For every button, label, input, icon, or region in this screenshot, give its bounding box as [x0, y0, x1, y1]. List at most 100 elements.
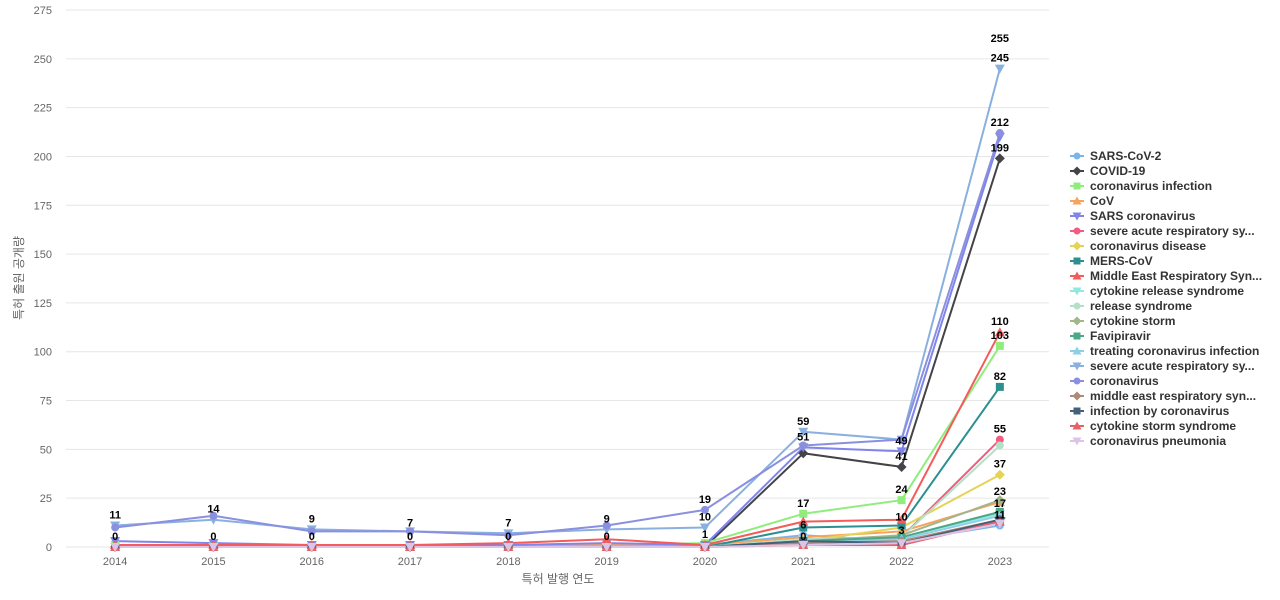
data-label: 3	[898, 525, 904, 537]
legend-item-label: cytokine storm syndrome	[1090, 419, 1236, 433]
y-tick-label: 0	[46, 542, 52, 554]
data-point	[601, 543, 612, 552]
data-point	[897, 496, 906, 505]
x-tick-label: 2022	[889, 556, 913, 568]
legend-symbol	[1072, 421, 1082, 430]
data-point	[897, 435, 906, 444]
data-label: 55	[994, 424, 1006, 436]
data-label: 0	[800, 531, 806, 543]
legend-item-label: release syndrome	[1090, 299, 1192, 313]
data-point	[504, 531, 513, 540]
legend-item-label: SARS-CoV-2	[1090, 149, 1162, 163]
data-label: 1	[702, 529, 708, 541]
data-label: 10	[895, 511, 907, 523]
legend-item-label: coronavirus pneumonia	[1090, 434, 1226, 448]
series-line	[114, 522, 1001, 548]
data-point	[799, 509, 808, 518]
x-tick-label: 2014	[103, 556, 127, 568]
legend-item-label: CoV	[1090, 194, 1114, 208]
series-line	[114, 67, 1001, 535]
y-tick-label: 150	[34, 249, 52, 261]
data-label: 0	[309, 531, 315, 543]
data-label: 9	[604, 513, 610, 525]
x-tick-label: 2017	[398, 556, 422, 568]
data-point	[995, 441, 1004, 450]
data-point	[699, 523, 710, 533]
x-axis-ticks: 2014 2015 2016 2017 2018 2019 2020 2021 2022 2023	[103, 556, 1012, 568]
data-point	[798, 516, 809, 526]
data-point	[306, 543, 317, 552]
data-label: 0	[604, 531, 610, 543]
legend-symbol	[1072, 437, 1082, 446]
legend-item-label: middle east respiratory syn...	[1090, 389, 1256, 403]
data-point	[798, 427, 809, 437]
legend-symbol	[1072, 271, 1082, 280]
legend-item-label: SARS coronavirus	[1090, 209, 1196, 223]
x-tick-label: 2023	[988, 556, 1012, 568]
data-label: 17	[994, 498, 1006, 510]
data-label: 255	[991, 33, 1009, 45]
series-lines	[114, 67, 1001, 548]
legend-item-label: severe acute respiratory sy...	[1090, 224, 1255, 238]
data-label: 199	[991, 142, 1009, 154]
data-label: 103	[991, 330, 1009, 342]
data-point	[602, 521, 611, 530]
data-point	[994, 153, 1005, 164]
y-axis-ticks: 0 25 50 75 100 125 150 175 200 225 250 275	[34, 5, 52, 554]
y-tick-label: 200	[34, 151, 52, 163]
data-label: 41	[895, 451, 907, 463]
series-markers	[110, 64, 1005, 552]
data-label: 245	[991, 53, 1009, 65]
data-label: 19	[699, 494, 711, 506]
legend-symbol	[1072, 212, 1082, 221]
data-point	[209, 511, 218, 520]
x-tick-label: 2016	[300, 556, 324, 568]
series-line	[114, 132, 1001, 537]
data-point	[405, 543, 416, 552]
series-line	[114, 157, 1001, 548]
legend-item-label: infection by coronavirus	[1090, 404, 1230, 418]
data-labels: 1101409070709019101595117604941241032552…	[109, 33, 1009, 543]
legend-item-label: cytokine release syndrome	[1090, 284, 1244, 298]
legend-symbol	[1073, 182, 1081, 190]
y-tick-label: 250	[34, 54, 52, 66]
data-point	[307, 527, 316, 536]
y-tick-label: 50	[40, 444, 52, 456]
series-line	[114, 344, 1001, 548]
legend-symbol	[1072, 316, 1082, 326]
data-point	[896, 514, 907, 524]
legend-symbol	[1072, 287, 1082, 296]
legend-symbol	[1073, 302, 1081, 310]
data-label: 6	[800, 519, 806, 531]
series-line	[114, 135, 1001, 546]
legend-symbol	[1073, 377, 1081, 385]
data-point	[699, 543, 710, 552]
data-point	[995, 129, 1004, 138]
data-label: 7	[407, 517, 413, 529]
gridlines	[66, 9, 1049, 548]
data-label: 10	[699, 511, 711, 523]
data-point	[208, 543, 219, 552]
data-label: 11	[994, 510, 1006, 522]
y-tick-label: 125	[34, 298, 52, 310]
data-point	[995, 341, 1004, 350]
data-point	[799, 523, 808, 532]
data-label: 9	[309, 513, 315, 525]
legend-symbol	[1073, 227, 1081, 235]
data-label: 37	[994, 459, 1006, 471]
legend-symbol	[1072, 391, 1082, 401]
x-tick-label: 2018	[496, 556, 520, 568]
legend-item-label: COVID-19	[1090, 164, 1146, 178]
data-label: 49	[895, 435, 907, 447]
data-label: 212	[991, 117, 1009, 129]
data-label: 59	[797, 416, 809, 428]
legend-item-label: coronavirus infection	[1090, 179, 1212, 193]
legend-symbol	[1072, 362, 1082, 371]
data-point	[994, 64, 1005, 74]
data-point	[994, 495, 1005, 506]
x-tick-label: 2021	[791, 556, 815, 568]
data-label: 17	[797, 498, 809, 510]
data-label: 0	[210, 531, 216, 543]
